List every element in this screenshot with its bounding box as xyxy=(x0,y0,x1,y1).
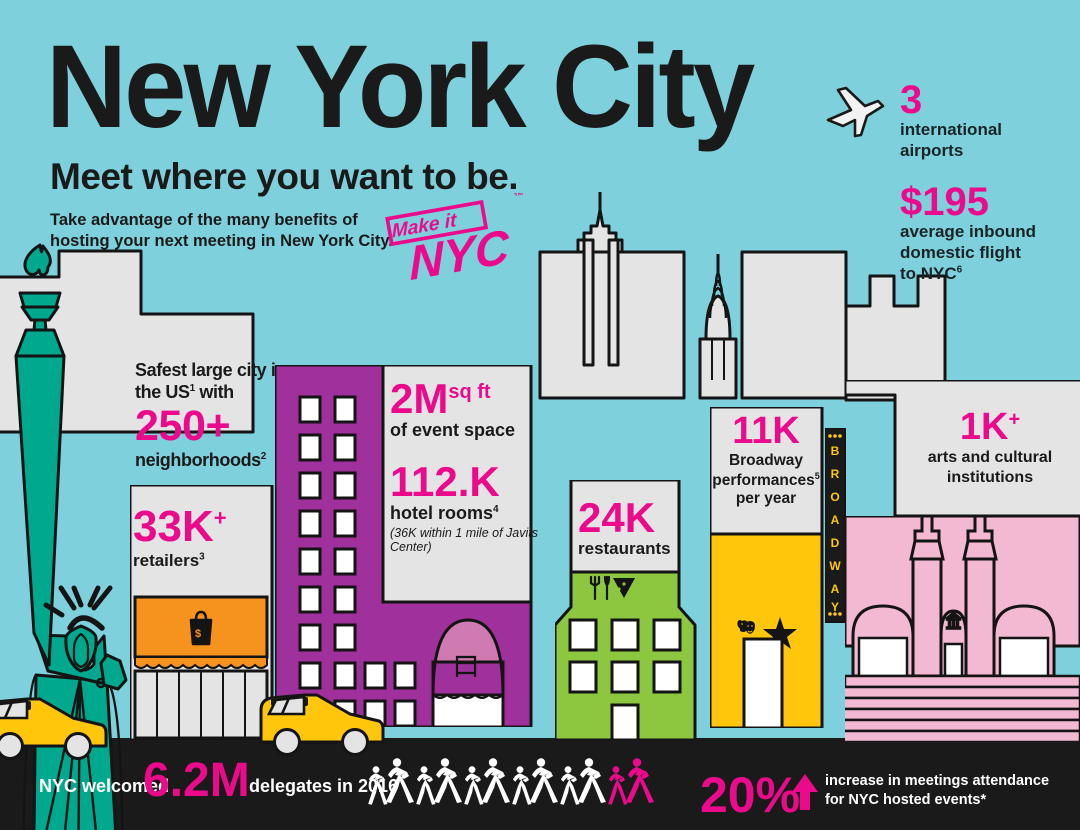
svg-text:D: D xyxy=(831,536,840,550)
svg-text:A: A xyxy=(831,582,840,596)
svg-text:$: $ xyxy=(195,628,201,640)
svg-text:™: ™ xyxy=(513,193,525,203)
svg-text:Y: Y xyxy=(831,600,839,614)
svg-text:R: R xyxy=(831,467,840,481)
svg-text:W: W xyxy=(829,559,841,573)
svg-text:B: B xyxy=(831,444,840,458)
svg-text:A: A xyxy=(831,513,840,527)
svg-text:O: O xyxy=(830,490,839,504)
